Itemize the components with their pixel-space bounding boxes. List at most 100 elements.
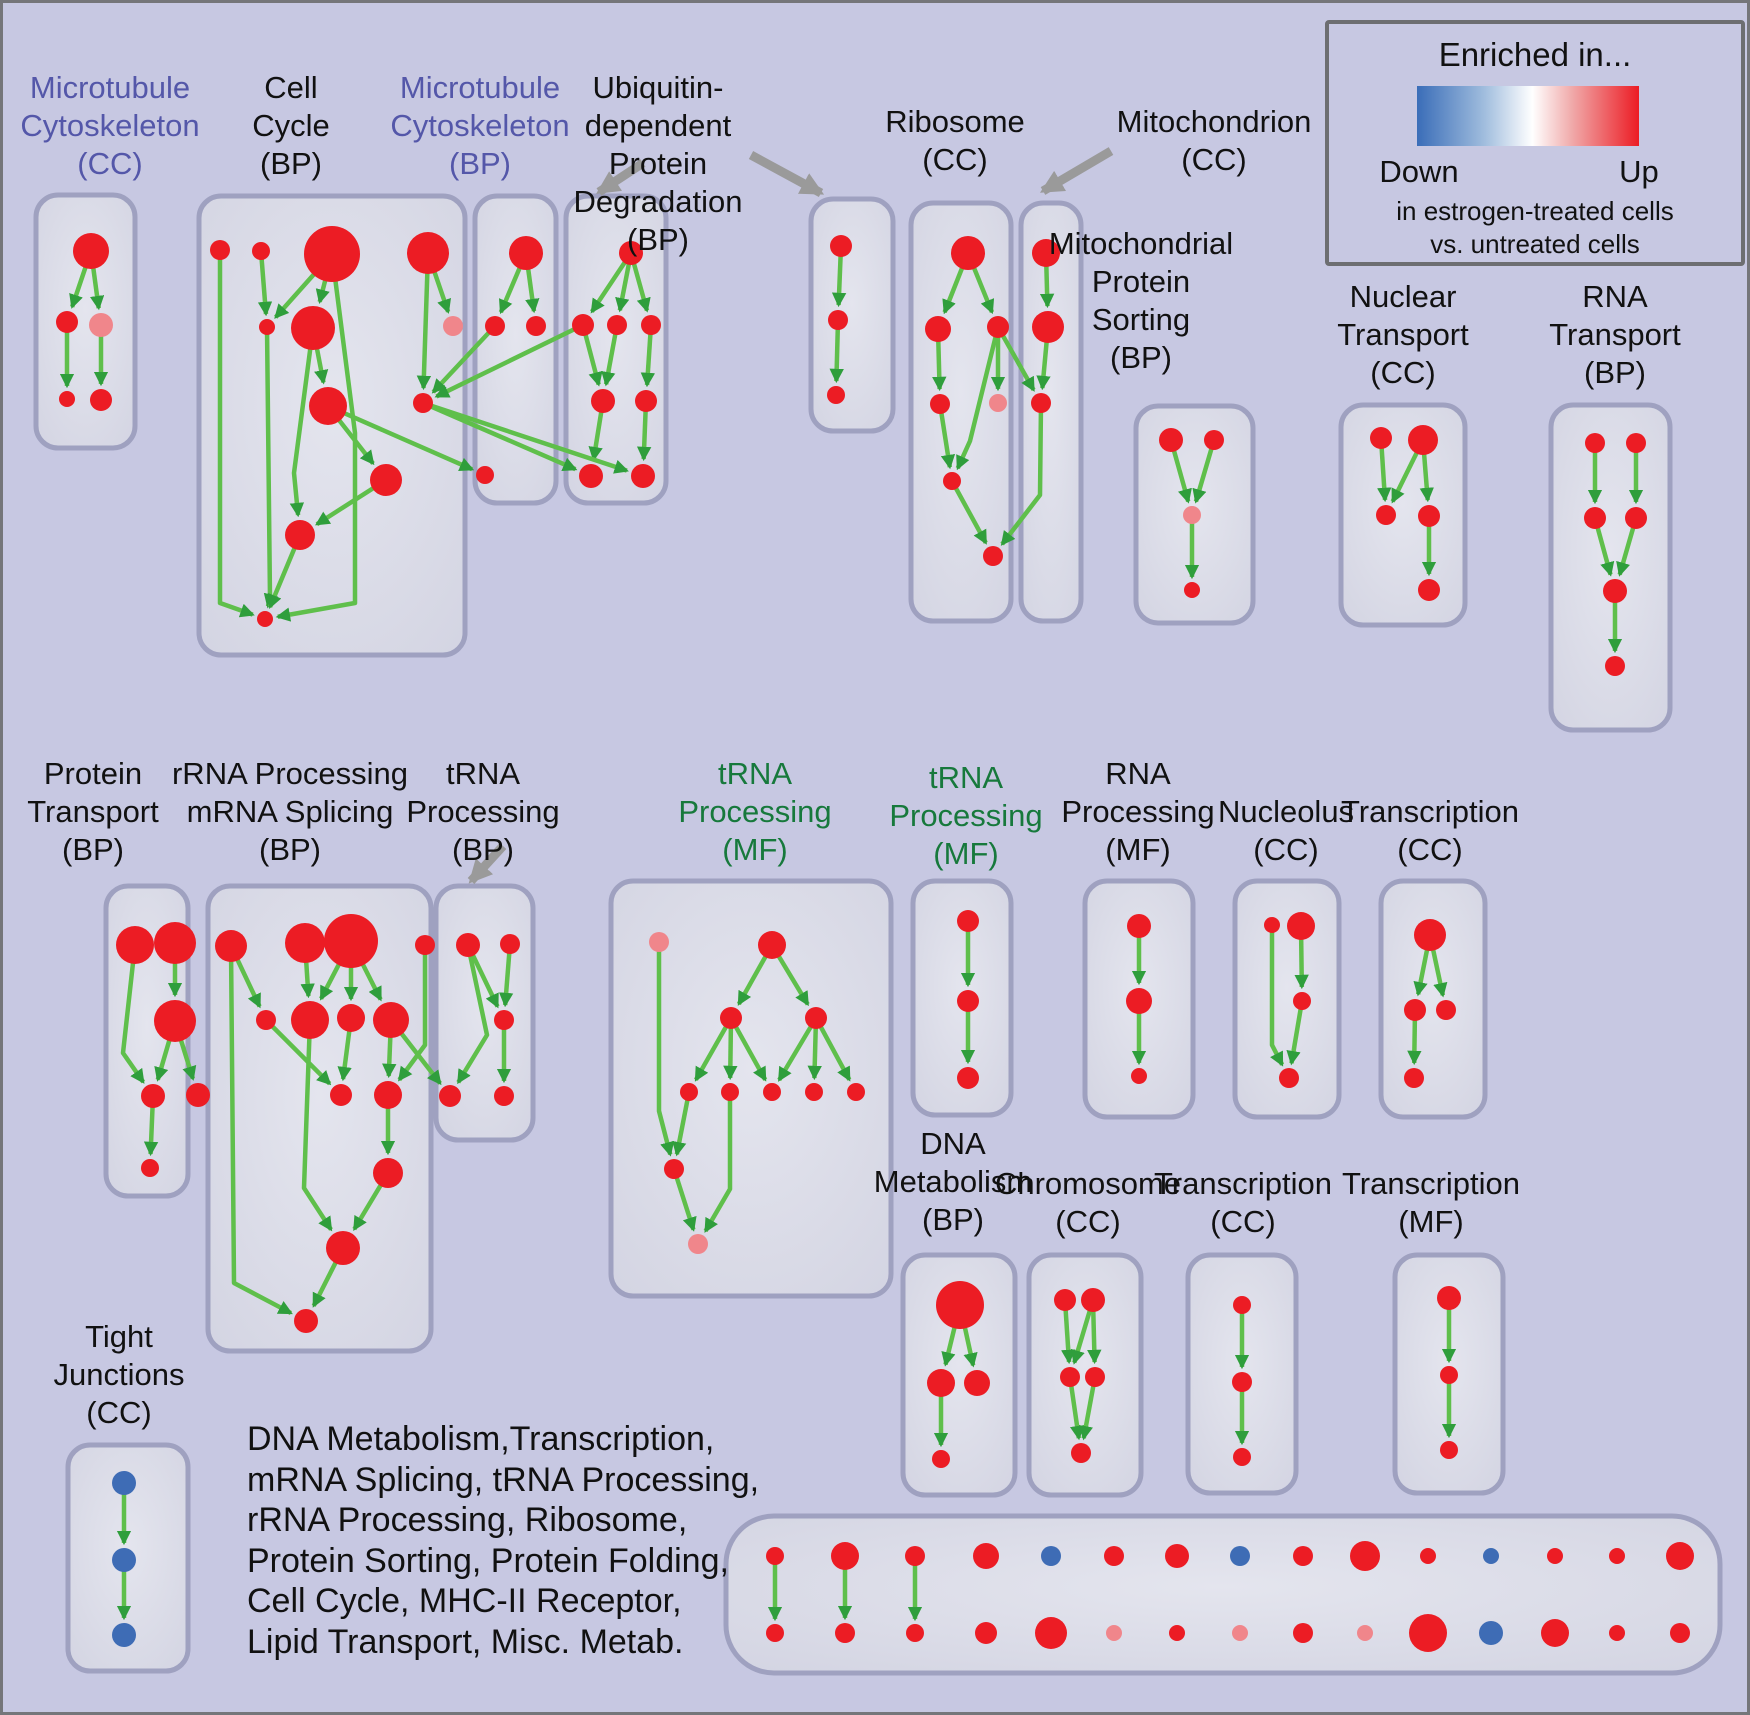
edge-arrow xyxy=(1000,402,1044,546)
go-term-node xyxy=(936,1281,984,1329)
go-term-node xyxy=(1159,428,1183,452)
go-term-node xyxy=(1626,433,1646,453)
legend-down-label: Down xyxy=(1379,154,1459,189)
go-term-node xyxy=(112,1471,136,1495)
go-term-node xyxy=(1541,1619,1569,1647)
go-term-node xyxy=(413,393,433,413)
go-term-node xyxy=(1169,1625,1185,1641)
go-term-node xyxy=(1131,1068,1147,1084)
edge-arrow xyxy=(275,253,358,622)
go-term-node xyxy=(720,1007,742,1029)
pointer-to-ubiquitin-box1 xyxy=(596,159,646,196)
go-term-node xyxy=(1440,1441,1458,1459)
go-term-node xyxy=(1232,1625,1248,1641)
go-term-node xyxy=(1420,1548,1436,1564)
go-term-node xyxy=(1085,1367,1105,1387)
go-term-node xyxy=(291,1001,329,1039)
go-term-node xyxy=(1054,1289,1076,1311)
go-term-node xyxy=(1585,433,1605,453)
go-term-node xyxy=(370,464,402,496)
go-term-node xyxy=(294,1309,318,1333)
go-term-node xyxy=(572,314,594,336)
group-box-transcription-cc-mid xyxy=(1378,878,1488,1120)
edge-arrow xyxy=(422,400,629,474)
go-term-node xyxy=(649,932,669,952)
edge-arrow xyxy=(729,1016,768,1082)
go-term-node xyxy=(291,306,335,350)
edge-arrow xyxy=(955,326,1001,471)
go-term-node xyxy=(494,1086,514,1106)
go-term-node xyxy=(1183,506,1201,524)
edge-arrow xyxy=(263,326,278,609)
edge-arrow xyxy=(1286,1000,1305,1066)
go-term-node xyxy=(957,1067,979,1089)
go-term-node xyxy=(847,1083,865,1101)
go-term-node xyxy=(835,1623,855,1643)
edge-arrow xyxy=(228,945,293,1316)
go-term-node xyxy=(154,1000,196,1042)
edge-arrow xyxy=(264,1018,332,1086)
edge-arrow xyxy=(1067,1376,1085,1441)
go-term-node xyxy=(73,233,109,269)
go-term-node xyxy=(1670,1623,1690,1643)
go-term-node xyxy=(1060,1367,1080,1387)
edge-arrow xyxy=(829,319,844,384)
go-term-node xyxy=(141,1159,159,1177)
go-term-node xyxy=(485,316,505,336)
go-term-node xyxy=(932,1450,950,1468)
go-term-node xyxy=(1440,1366,1458,1384)
go-term-node xyxy=(415,935,435,955)
go-term-node xyxy=(1547,1548,1563,1564)
edge-arrow xyxy=(327,403,475,472)
edge-arrow xyxy=(431,324,497,394)
edge-arrow xyxy=(656,942,675,1157)
go-term-node xyxy=(828,310,848,330)
go-term-node xyxy=(1437,1286,1461,1310)
color-scale-bar xyxy=(1417,86,1639,146)
go-term-node xyxy=(927,1369,955,1397)
go-term-node xyxy=(973,1543,999,1569)
go-term-node xyxy=(619,241,643,265)
go-term-node xyxy=(906,1624,924,1642)
go-term-node xyxy=(680,1083,698,1101)
go-term-node xyxy=(664,1159,684,1179)
go-term-node xyxy=(90,389,112,411)
go-term-node xyxy=(373,1158,403,1188)
go-term-node xyxy=(579,464,603,488)
edge-arrow xyxy=(397,945,428,1082)
go-term-node xyxy=(930,394,950,414)
edge-arrow xyxy=(950,479,988,545)
go-term-node xyxy=(688,1234,708,1254)
go-term-node xyxy=(1370,427,1392,449)
go-term-node xyxy=(1287,912,1315,940)
legend-note-line1: in estrogen-treated cells xyxy=(1396,196,1674,226)
edge-arrow xyxy=(434,322,584,399)
pointer-to-mitochondrion-box xyxy=(1039,147,1114,195)
go-term-node xyxy=(89,313,113,337)
go-term-node xyxy=(827,386,845,404)
go-term-node xyxy=(1584,507,1606,529)
go-term-node xyxy=(1609,1625,1625,1641)
go-term-node xyxy=(252,242,270,260)
edge-arrow xyxy=(217,250,255,618)
group-box-protein-transport-bp xyxy=(103,883,191,1199)
go-term-node xyxy=(1165,1544,1189,1568)
go-term-node xyxy=(1376,505,1396,525)
network-figure-svg xyxy=(33,147,1723,1676)
go-term-node xyxy=(141,1084,165,1108)
go-term-node xyxy=(373,1002,409,1038)
go-term-node xyxy=(1233,1296,1251,1314)
legend-title: Enriched in... xyxy=(1438,36,1632,73)
go-term-node xyxy=(112,1623,136,1647)
go-term-node xyxy=(1032,239,1060,267)
edge-arrow xyxy=(301,1019,333,1232)
go-term-node xyxy=(1666,1542,1694,1570)
go-term-node xyxy=(1603,579,1627,603)
go-term-node xyxy=(326,1231,360,1265)
group-box-nuclear-transport-cc xyxy=(1338,402,1468,628)
go-term-node xyxy=(1264,917,1280,933)
go-term-node xyxy=(1041,1546,1061,1566)
go-term-node xyxy=(1609,1548,1625,1564)
edge-arrow xyxy=(640,324,656,388)
